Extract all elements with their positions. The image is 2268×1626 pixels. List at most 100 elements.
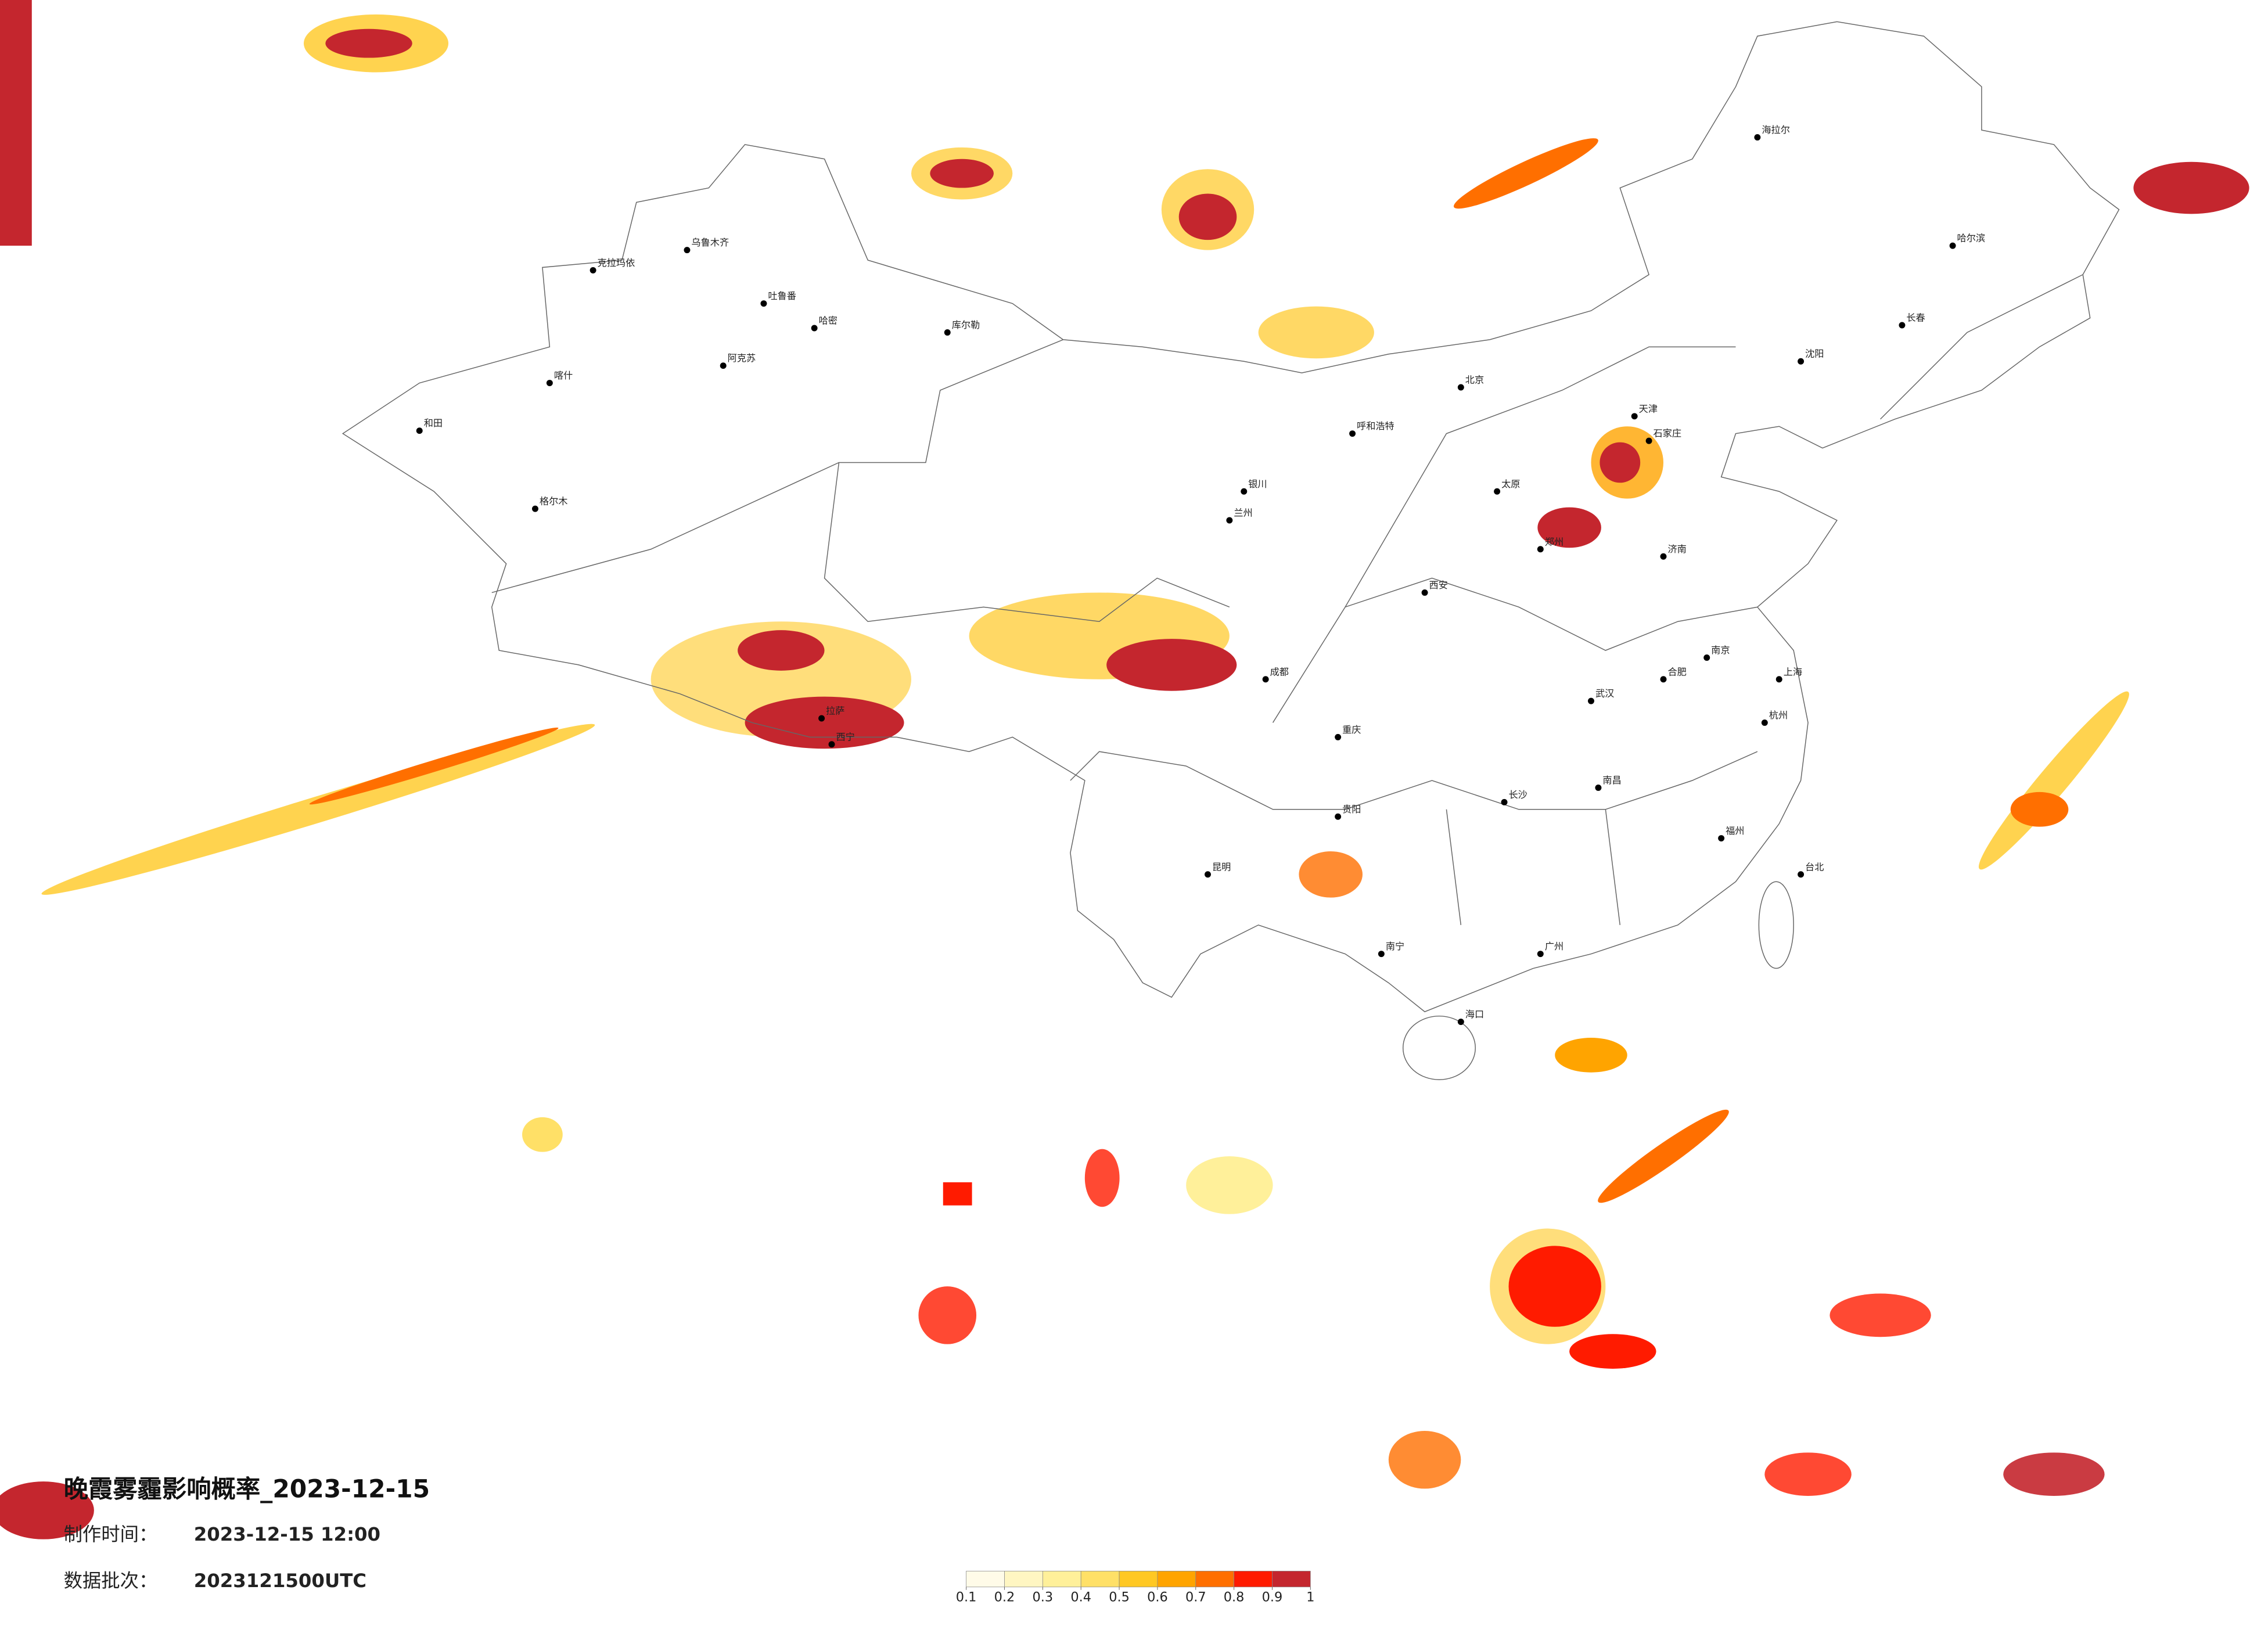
- legend-swatch: [1157, 1571, 1196, 1588]
- city-label: 库尔勒: [952, 319, 980, 330]
- legend-swatch: [1042, 1571, 1081, 1588]
- city-label: 昆明: [1212, 861, 1231, 872]
- legend: 0.1 0.2 0.3 0.4 0.5 0.6 0.7 0.8 0.9 1: [956, 1571, 1314, 1605]
- city-dot: [818, 715, 825, 722]
- city-dot: [720, 362, 727, 369]
- legend-swatch: [1080, 1571, 1120, 1588]
- legend-swatch: [966, 1571, 1005, 1588]
- city-label: 南京: [1711, 645, 1730, 656]
- city-label: 格尔木: [540, 496, 568, 507]
- city-dot: [1335, 733, 1342, 740]
- city-label: 沈阳: [1805, 348, 1824, 359]
- city-label: 上海: [1784, 666, 1802, 677]
- legend-swatch: [1119, 1571, 1158, 1588]
- city-label: 海口: [1465, 1009, 1484, 1020]
- legend-swatch: [1004, 1571, 1043, 1588]
- city-dot: [1226, 517, 1233, 524]
- batch-label: 数据批次：: [64, 1570, 158, 1592]
- haze-field: [0, 0, 2249, 1539]
- city-dot: [531, 505, 538, 512]
- city-label: 成都: [1270, 666, 1289, 677]
- legend-tick-label: 0.8: [1224, 1590, 1245, 1605]
- city-dot: [1241, 488, 1248, 495]
- city-dot: [1537, 546, 1544, 553]
- city-label: 长春: [1906, 312, 1925, 323]
- city-label: 合肥: [1667, 666, 1686, 677]
- city-label: 济南: [1667, 544, 1686, 555]
- city-label: 兰州: [1234, 508, 1252, 519]
- city-label: 和田: [424, 418, 443, 429]
- city-dot: [944, 329, 951, 336]
- city-label: 南宁: [1386, 941, 1404, 952]
- city-dot: [1761, 719, 1768, 726]
- city-label: 呼和浩特: [1357, 420, 1394, 431]
- city-label: 台北: [1805, 861, 1824, 872]
- city-dot: [1335, 813, 1342, 820]
- city-dot: [1205, 871, 1211, 878]
- city-dot: [1631, 413, 1638, 420]
- city-label: 海拉尔: [1762, 124, 1790, 135]
- city-dot: [1262, 676, 1269, 683]
- city-label: 福州: [1726, 825, 1744, 836]
- city-label: 重庆: [1342, 724, 1361, 735]
- city-dot: [590, 267, 596, 274]
- city-dot: [1349, 430, 1356, 437]
- city-dot: [1494, 488, 1501, 495]
- made-time: 2023-12-15 12:00: [194, 1523, 380, 1545]
- city-dot: [1501, 798, 1508, 805]
- city-label: 西安: [1429, 580, 1448, 591]
- city-label: 南昌: [1602, 775, 1621, 786]
- legend-tick-label: 0.7: [1185, 1590, 1206, 1605]
- city-label: 郑州: [1545, 536, 1563, 547]
- city-label: 太原: [1501, 479, 1520, 490]
- city-label: 乌鲁木齐: [691, 237, 729, 248]
- legend-tick-label: 0.6: [1147, 1590, 1168, 1605]
- legend-tick-label: 0.1: [956, 1590, 977, 1605]
- city-label: 北京: [1465, 375, 1484, 386]
- city-dot: [416, 427, 423, 434]
- city-dot: [1660, 553, 1667, 560]
- city-label: 喀什: [554, 370, 573, 381]
- city-dot: [1949, 242, 1956, 249]
- city-dot: [684, 247, 691, 254]
- city-dot: [1899, 322, 1906, 329]
- city-dot: [760, 300, 767, 307]
- city-dot: [1718, 835, 1725, 842]
- city-dot: [1645, 437, 1652, 444]
- city-dot: [1660, 676, 1667, 683]
- city-dot: [828, 741, 835, 748]
- city-dot: [1537, 951, 1544, 958]
- city-dot: [1775, 676, 1782, 683]
- legend-tick-label: 0.9: [1262, 1590, 1283, 1605]
- city-label: 西宁: [836, 731, 854, 742]
- city-dot: [811, 325, 818, 332]
- china-border: [342, 21, 2120, 1080]
- legend-swatch: [1234, 1571, 1273, 1588]
- city-dot: [546, 380, 553, 387]
- city-label: 长沙: [1509, 789, 1527, 800]
- legend-swatch: [1195, 1571, 1234, 1588]
- city-label: 克拉玛依: [598, 257, 635, 268]
- city-dot: [1378, 951, 1385, 958]
- city-label: 贵阳: [1342, 804, 1361, 815]
- city-label: 拉萨: [826, 706, 844, 717]
- city-dot: [1457, 384, 1464, 391]
- legend-tick-label: 0.3: [1033, 1590, 1054, 1605]
- batch: 2023121500UTC: [194, 1570, 366, 1592]
- city-label: 天津: [1639, 403, 1658, 414]
- city-label: 广州: [1545, 941, 1563, 952]
- city-label: 石家庄: [1654, 428, 1682, 439]
- city-label: 吐鲁番: [768, 290, 796, 301]
- legend-tick-label: 0.5: [1109, 1590, 1130, 1605]
- made-label: 制作时间：: [64, 1523, 158, 1545]
- city-dot: [1798, 358, 1805, 365]
- city-dot: [1703, 654, 1710, 661]
- city-label: 武汉: [1595, 688, 1614, 699]
- city-dot: [1798, 871, 1805, 878]
- city-label: 哈密: [819, 315, 838, 326]
- legend-tick-label: 0.2: [994, 1590, 1015, 1605]
- city-label: 阿克苏: [728, 352, 756, 364]
- legend-tick-label: 0.4: [1070, 1590, 1091, 1605]
